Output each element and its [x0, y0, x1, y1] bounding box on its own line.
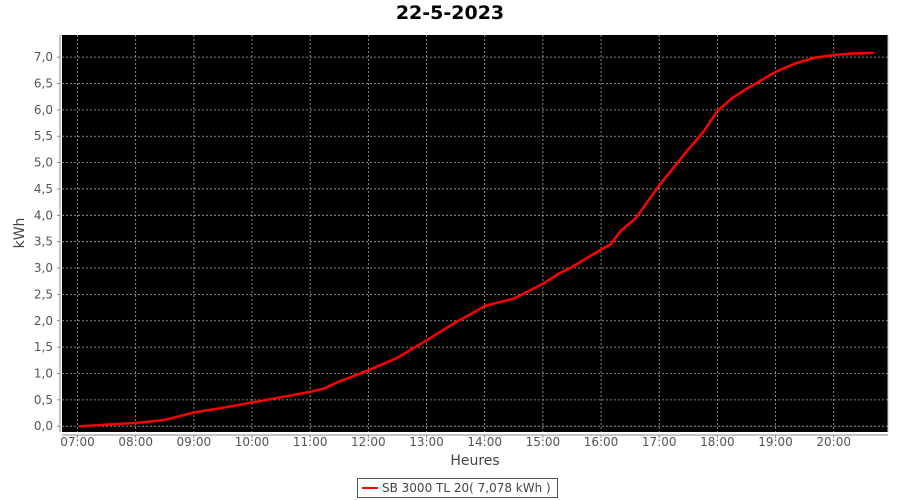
data-point: [308, 390, 312, 394]
x-tick-label: 08:00: [118, 435, 153, 449]
x-tick-label: 10:00: [235, 435, 270, 449]
x-tick-label: 14:00: [467, 435, 502, 449]
data-point: [570, 265, 574, 269]
data-point: [541, 282, 545, 286]
data-point: [871, 51, 874, 55]
data-point: [609, 243, 612, 246]
x-tick-label: 18:00: [700, 435, 735, 449]
data-point: [279, 396, 283, 399]
y-tick-label: 1,5: [34, 340, 53, 354]
data-point: [134, 421, 137, 425]
data-point: [367, 369, 370, 372]
data-point: [813, 56, 816, 59]
legend-swatch: [362, 487, 378, 489]
plot-area: [62, 35, 888, 432]
data-point: [163, 418, 166, 422]
data-point: [250, 401, 254, 404]
data-point: [599, 248, 603, 251]
y-tick-label: 4,5: [34, 182, 53, 196]
y-tick-label: 2,5: [34, 287, 53, 301]
y-tick-label: 1,0: [34, 366, 53, 380]
x-axis-label: Heures: [450, 453, 499, 469]
data-point: [512, 297, 515, 300]
data-point: [716, 109, 719, 113]
y-tick-label: 3,5: [34, 235, 53, 249]
y-tick-label: 2,0: [34, 314, 53, 328]
y-tick-label: 7,0: [34, 50, 53, 64]
data-point: [105, 423, 108, 426]
x-tick-label: 17:00: [642, 435, 677, 449]
data-point: [701, 131, 705, 134]
x-tick-label: 16:00: [584, 435, 619, 449]
y-tick-label: 0,5: [34, 393, 53, 407]
data-point: [687, 148, 690, 151]
y-tick-label: 4,0: [34, 208, 53, 222]
data-point: [221, 406, 225, 409]
data-point: [396, 356, 399, 359]
chart-title: 22-5-2023: [395, 2, 505, 24]
data-point: [483, 304, 486, 308]
legend: SB 3000 TL 20( 7,078 kWh ): [357, 478, 558, 498]
x-tick-label: 11:00: [293, 435, 328, 449]
data-point: [556, 273, 559, 276]
data-point: [468, 313, 472, 316]
data-point: [323, 387, 326, 390]
x-tick-label: 09:00: [177, 435, 212, 449]
x-tick-label: 07:00: [60, 435, 95, 449]
x-tick-label: 12:00: [351, 435, 386, 449]
y-tick-label: 6,5: [34, 77, 53, 91]
data-point: [851, 52, 855, 55]
x-tick-label: 19:00: [758, 435, 793, 449]
y-tick-label: 6,0: [34, 103, 53, 117]
data-point: [454, 321, 457, 324]
data-point: [832, 53, 835, 57]
x-tick-label: 20:00: [816, 435, 851, 449]
data-point: [634, 216, 638, 220]
data-point: [338, 380, 341, 383]
data-point: [730, 97, 734, 100]
x-tick-label: 15:00: [526, 435, 561, 449]
data-point: [658, 184, 661, 187]
y-tick-label: 5,5: [34, 129, 53, 143]
data-point: [745, 87, 748, 90]
data-point: [619, 229, 622, 233]
data-point: [774, 70, 777, 74]
data-point: [425, 339, 428, 342]
data-point: [192, 411, 196, 414]
data-point: [79, 425, 82, 428]
y-tick-label: 5,0: [34, 156, 53, 170]
x-tick-label: 13:00: [409, 435, 444, 449]
legend-label: SB 3000 TL 20( 7,078 kWh ): [382, 481, 551, 495]
y-tick-label: 0,0: [34, 419, 53, 433]
y-axis-label: kWh: [12, 218, 28, 249]
y-tick-label: 3,0: [34, 261, 53, 275]
data-point: [793, 62, 797, 65]
